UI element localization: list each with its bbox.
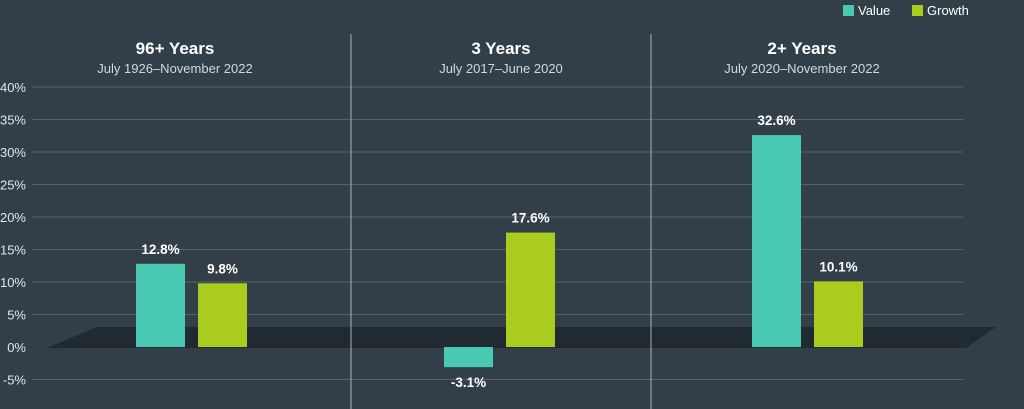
y-tick-label: 10% xyxy=(0,275,26,290)
panel-1: 96+ Years July 1926–November 2022 12.8% 9.8… xyxy=(97,39,253,347)
y-tick-label: 30% xyxy=(0,145,26,160)
y-axis-ticks: -5% 0% 5% 10% 15% 20% 25% 30% 35% 40% xyxy=(0,80,26,388)
legend-swatch-growth xyxy=(912,5,923,16)
legend-label-value: Value xyxy=(858,3,890,18)
y-tick-label: 15% xyxy=(0,243,26,258)
y-tick-label: 0% xyxy=(7,340,26,355)
panel-title: 2+ Years xyxy=(767,39,836,58)
bar-growth xyxy=(814,281,863,347)
value-label: 17.6% xyxy=(511,211,549,226)
bar-growth xyxy=(506,232,555,347)
panel-title: 3 Years xyxy=(471,39,530,58)
panel-2: 3 Years July 2017–June 2020 -3.1% 17.6% xyxy=(439,39,563,390)
value-label: 32.6% xyxy=(757,113,795,128)
bar-value xyxy=(136,263,185,347)
y-tick-label: 35% xyxy=(0,113,26,128)
legend-label-growth: Growth xyxy=(927,3,969,18)
bar-value xyxy=(444,347,493,368)
panel-subtitle: July 2020–November 2022 xyxy=(724,61,879,76)
y-tick-label: 5% xyxy=(7,308,26,323)
panels: 96+ Years July 1926–November 2022 12.8% 9.8… xyxy=(97,39,879,390)
bar-value xyxy=(752,135,801,347)
y-tick-label: -5% xyxy=(3,373,27,388)
grid-lines xyxy=(32,86,963,380)
y-tick-label: 20% xyxy=(0,210,26,225)
value-label: 10.1% xyxy=(819,259,857,274)
legend-swatch-value xyxy=(843,5,854,16)
legend: Value Growth xyxy=(843,3,969,18)
y-tick-label: 40% xyxy=(0,80,26,95)
bar-growth xyxy=(198,283,247,347)
panel-title: 96+ Years xyxy=(136,39,215,58)
y-tick-label: 25% xyxy=(0,178,26,193)
value-label: 9.8% xyxy=(207,261,238,276)
value-label: -3.1% xyxy=(451,375,486,390)
value-label: 12.8% xyxy=(141,242,179,257)
panel-3: 2+ Years July 2020–November 2022 32.6% 10.1… xyxy=(724,39,880,347)
panel-dividers xyxy=(350,34,652,409)
panel-subtitle: July 2017–June 2020 xyxy=(439,61,563,76)
panel-subtitle: July 1926–November 2022 xyxy=(97,61,252,76)
